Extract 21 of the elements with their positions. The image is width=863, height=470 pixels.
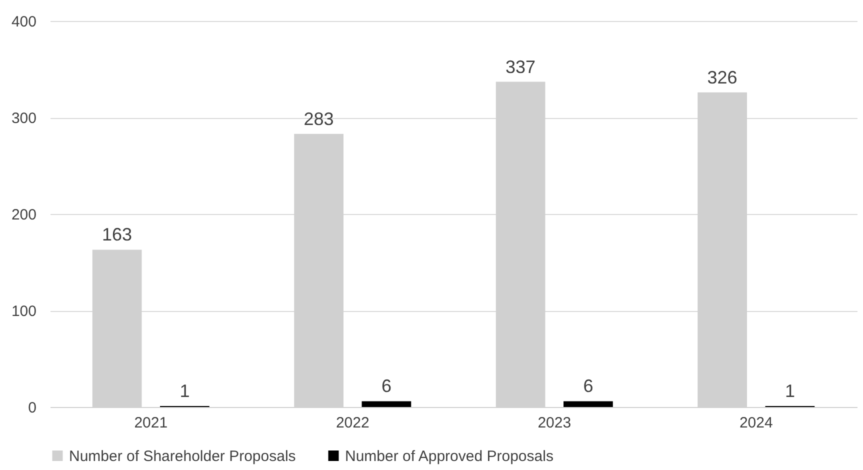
y-tick-label: 300 [11,110,36,127]
y-tick-label: 400 [11,14,36,30]
x-tick-label: 2022 [336,414,370,432]
bar [362,401,412,407]
x-tick-label: 2024 [739,414,773,432]
y-tick-label: 200 [11,206,36,224]
bar [564,401,613,407]
x-tick-label: 2021 [134,414,168,432]
data-label: 326 [707,67,738,88]
y-tick-label: 0 [28,400,36,416]
data-label: 163 [102,224,132,245]
x-tick-label: 2023 [538,414,572,432]
data-label: 283 [304,108,334,129]
data-label: 337 [506,56,536,77]
data-label: 1 [784,381,795,402]
data-label: 6 [381,376,392,396]
data-label: 6 [583,376,594,396]
legend-label: Number of Shareholder Proposals [69,448,296,465]
y-tick-label: 100 [11,303,36,320]
data-label: 1 [180,381,190,402]
legend-label: Number of Approved Proposals [345,448,554,465]
